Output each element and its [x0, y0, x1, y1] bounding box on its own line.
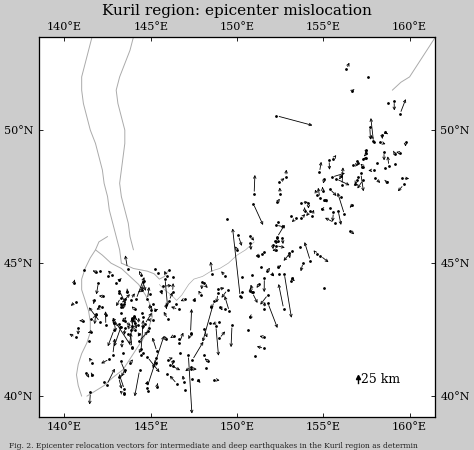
Text: 25 km: 25 km — [361, 374, 401, 387]
Text: Fig. 2. Epicenter relocation vectors for intermediate and deep earthquakes in th: Fig. 2. Epicenter relocation vectors for… — [9, 442, 419, 450]
Title: Kuril region: epicenter mislocation: Kuril region: epicenter mislocation — [102, 4, 372, 18]
